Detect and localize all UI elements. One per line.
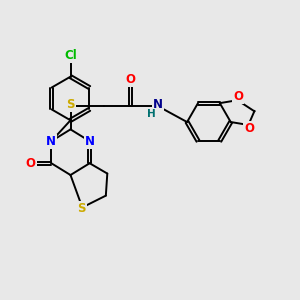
Text: H: H [146,109,155,119]
Text: O: O [244,122,254,135]
Text: O: O [26,157,36,170]
Text: Cl: Cl [64,49,77,62]
Text: N: N [85,135,95,148]
Text: N: N [46,135,56,148]
Text: S: S [77,202,86,215]
Text: O: O [233,90,243,103]
Text: S: S [66,98,75,111]
Text: N: N [153,98,163,111]
Text: O: O [126,73,136,86]
